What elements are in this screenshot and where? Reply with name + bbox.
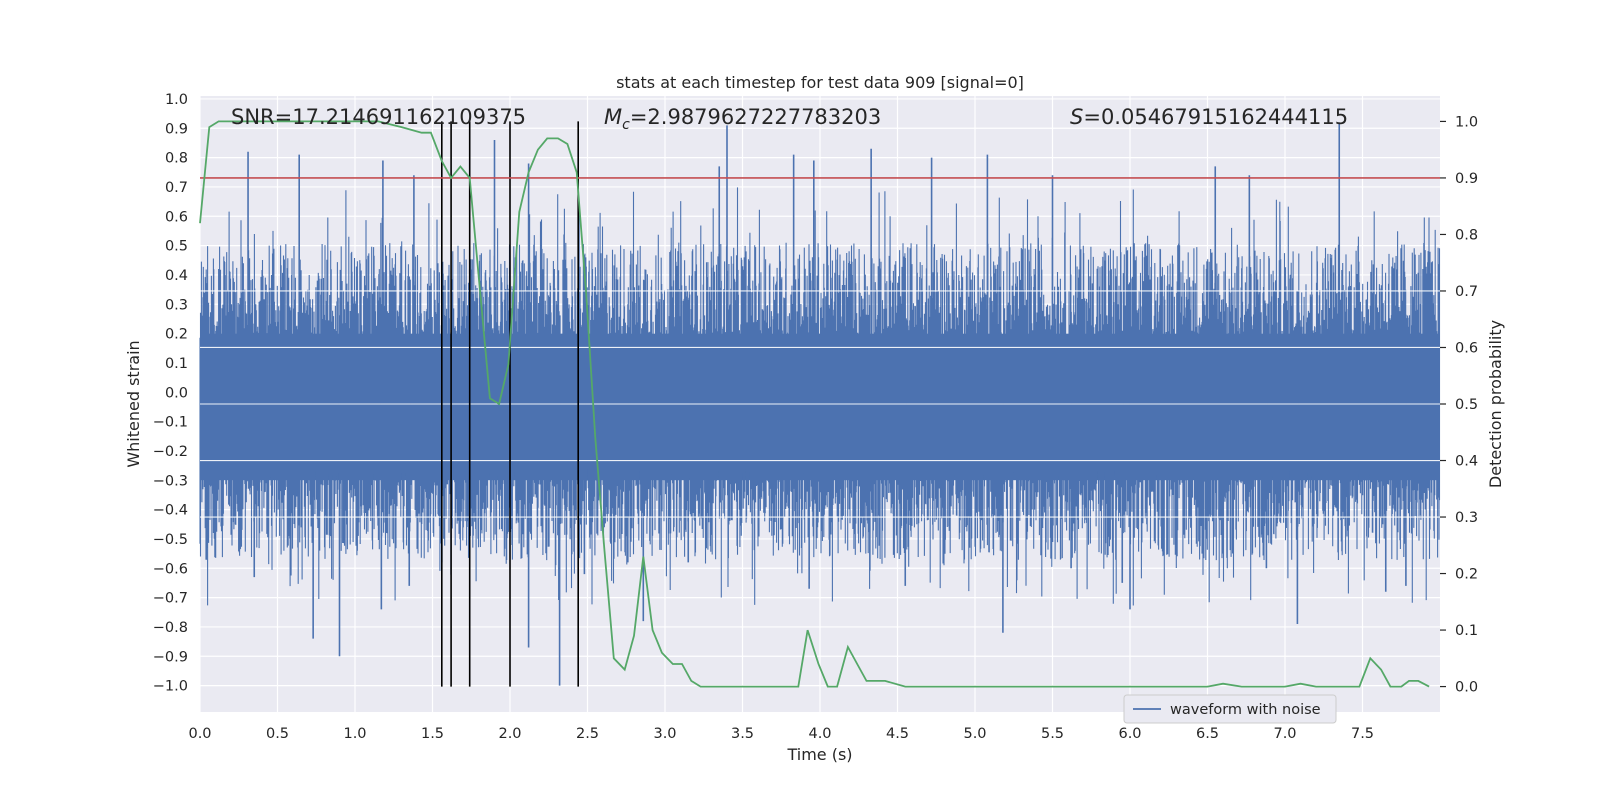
x-axis-label: Time (s) [786, 745, 852, 764]
y-left-tick-label: 0.2 [165, 327, 188, 343]
legend-label: waveform with noise [1170, 702, 1321, 718]
x-tick-label: 5.0 [963, 726, 986, 742]
y-left-axis-ticks: 1.0 0.9 0.8 0.7 0.6 0.5 0.4 0.3 0.2 0.1 0.0 −0.1 −0.… [153, 92, 188, 695]
y-left-tick-label: −0.8 [153, 620, 188, 636]
s-symbol: S [1070, 105, 1083, 129]
x-tick-label: 7.5 [1351, 726, 1374, 742]
y-right-tick-label: 0.8 [1455, 227, 1478, 243]
y-left-axis-label: Whitened strain [124, 340, 143, 467]
y-right-axis-ticks: 1.0 0.9 0.8 0.7 0.6 0.5 0.4 0.3 0.2 0.1 0.0 [1440, 114, 1478, 696]
x-tick-label: 4.0 [808, 726, 831, 742]
x-tick-label: 2.0 [498, 726, 521, 742]
y-right-tick-label: 0.6 [1455, 340, 1478, 356]
y-right-tick-label: 0.9 [1455, 171, 1478, 187]
y-right-tick-label: 0.0 [1455, 680, 1478, 696]
chart-title: stats at each timestep for test data 909… [616, 73, 1024, 92]
y-right-tick-label: 0.7 [1455, 284, 1478, 300]
x-tick-label: 5.5 [1041, 726, 1064, 742]
legend: waveform with noise [1123, 694, 1337, 724]
mc-subscript: c [622, 117, 630, 133]
y-left-tick-label: 0.9 [165, 121, 188, 137]
y-left-tick-label: −0.3 [153, 473, 188, 489]
y-left-tick-label: −0.4 [153, 503, 188, 519]
x-tick-label: 3.0 [653, 726, 676, 742]
y-right-tick-label: 0.5 [1455, 397, 1478, 413]
s-value: =0.05467915162444115 [1083, 105, 1348, 129]
mc-annotation: Mc=2.9879627227783203 [604, 105, 881, 133]
y-left-tick-label: 0.6 [165, 209, 188, 225]
waveform-noise [199, 187, 1441, 606]
legend-box [1123, 694, 1337, 724]
x-tick-label: 0.5 [266, 726, 289, 742]
x-tick-label: 6.5 [1196, 726, 1219, 742]
y-right-tick-label: 0.4 [1455, 454, 1478, 470]
mc-symbol: M [604, 105, 622, 129]
y-left-tick-label: −0.2 [153, 444, 188, 460]
x-tick-label: 4.5 [886, 726, 909, 742]
y-right-axis-label: Detection probability [1486, 320, 1505, 488]
y-left-tick-label: −0.7 [153, 591, 188, 607]
y-right-tick-label: 0.2 [1455, 567, 1478, 583]
y-left-tick-label: 0.7 [165, 180, 188, 196]
mc-value: =2.9879627227783203 [630, 105, 881, 129]
y-left-tick-label: 0.1 [165, 356, 188, 372]
y-right-tick-label: 1.0 [1455, 114, 1478, 130]
x-tick-label: 1.5 [421, 726, 444, 742]
y-left-tick-label: −0.6 [153, 561, 188, 577]
x-tick-label: 3.5 [731, 726, 754, 742]
y-left-tick-label: 1.0 [165, 92, 188, 108]
y-left-tick-label: −0.5 [153, 532, 188, 548]
snr-annotation: SNR=17.214691162109375 [231, 105, 526, 129]
x-tick-label: 6.0 [1118, 726, 1141, 742]
waveform-series [199, 122, 1441, 686]
x-axis-ticks: 0.0 0.5 1.0 1.5 2.0 2.5 3.0 3.5 4.0 4.5 5.0 5.5 6.0 6… [188, 726, 1374, 742]
y-left-tick-label: −0.9 [153, 649, 188, 665]
y-left-tick-label: −1.0 [153, 679, 188, 695]
y-left-tick-label: 0.3 [165, 297, 188, 313]
y-left-tick-label: 0.5 [165, 239, 188, 255]
y-right-tick-label: 0.1 [1455, 623, 1478, 639]
y-left-tick-label: 0.8 [165, 151, 188, 167]
vertical-markers [440, 121, 580, 687]
s-annotation: S=0.05467915162444115 [1070, 105, 1348, 129]
y-right-tick-label: 0.3 [1455, 510, 1478, 526]
probability-series [199, 120, 1430, 688]
x-tick-label: 7.0 [1273, 726, 1296, 742]
y-left-tick-label: 0.0 [165, 385, 188, 401]
y-left-tick-label: 0.4 [165, 268, 188, 284]
x-tick-label: 0.0 [188, 726, 211, 742]
x-tick-label: 1.0 [343, 726, 366, 742]
y-left-tick-label: −0.1 [153, 415, 188, 431]
x-tick-label: 2.5 [576, 726, 599, 742]
